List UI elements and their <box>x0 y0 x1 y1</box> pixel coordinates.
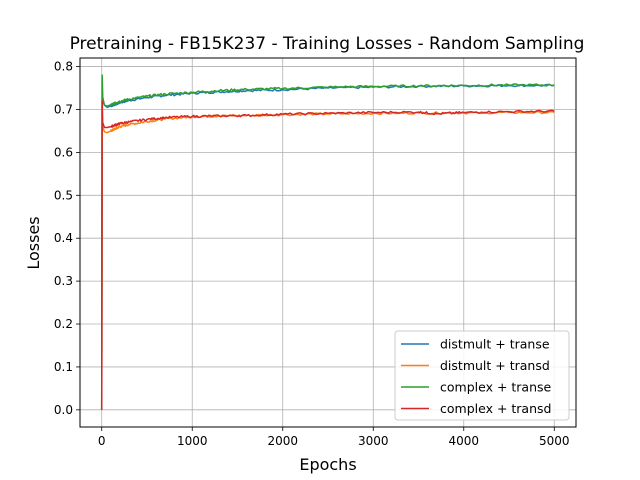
x-tick-label: 1000 <box>177 434 208 448</box>
y-tick-label: 0.4 <box>54 231 73 245</box>
y-tick-label: 0.0 <box>54 403 73 417</box>
x-tick-label: 4000 <box>448 434 479 448</box>
chart-title: Pretraining - FB15K237 - Training Losses… <box>70 34 585 54</box>
axis-ticks: 0 1000 2000 3000 4000 5000 0.0 0.1 0.2 0.3 0.4 0.5 0… <box>54 60 570 448</box>
legend: distmult + transe distmult + transd comple… <box>394 330 570 421</box>
legend-label: complex + transd <box>440 401 551 416</box>
y-tick-label: 0.6 <box>54 145 73 159</box>
series-lines <box>100 74 555 410</box>
grid <box>80 58 576 427</box>
y-tick-label: 0.5 <box>54 188 73 202</box>
series-line-complex-transe <box>100 74 555 410</box>
y-tick-label: 0.3 <box>54 274 73 288</box>
x-axis-title: Epochs <box>299 455 356 474</box>
legend-label: complex + transe <box>440 380 552 395</box>
legend-box <box>394 330 570 421</box>
y-axis-title: Losses <box>24 216 43 269</box>
y-tick-label: 0.2 <box>54 317 73 331</box>
x-tick-label: 5000 <box>539 434 570 448</box>
x-tick-label: 3000 <box>358 434 389 448</box>
series-line-complex-transd <box>100 100 555 410</box>
y-tick-label: 0.1 <box>54 360 73 374</box>
legend-label: distmult + transe <box>440 337 550 352</box>
plot-frame <box>79 57 577 428</box>
legend-label: distmult + transd <box>440 358 550 373</box>
x-tick-label: 0 <box>98 434 106 448</box>
y-tick-label: 0.8 <box>54 60 73 74</box>
y-tick-label: 0.7 <box>54 102 73 116</box>
x-tick-label: 2000 <box>267 434 298 448</box>
